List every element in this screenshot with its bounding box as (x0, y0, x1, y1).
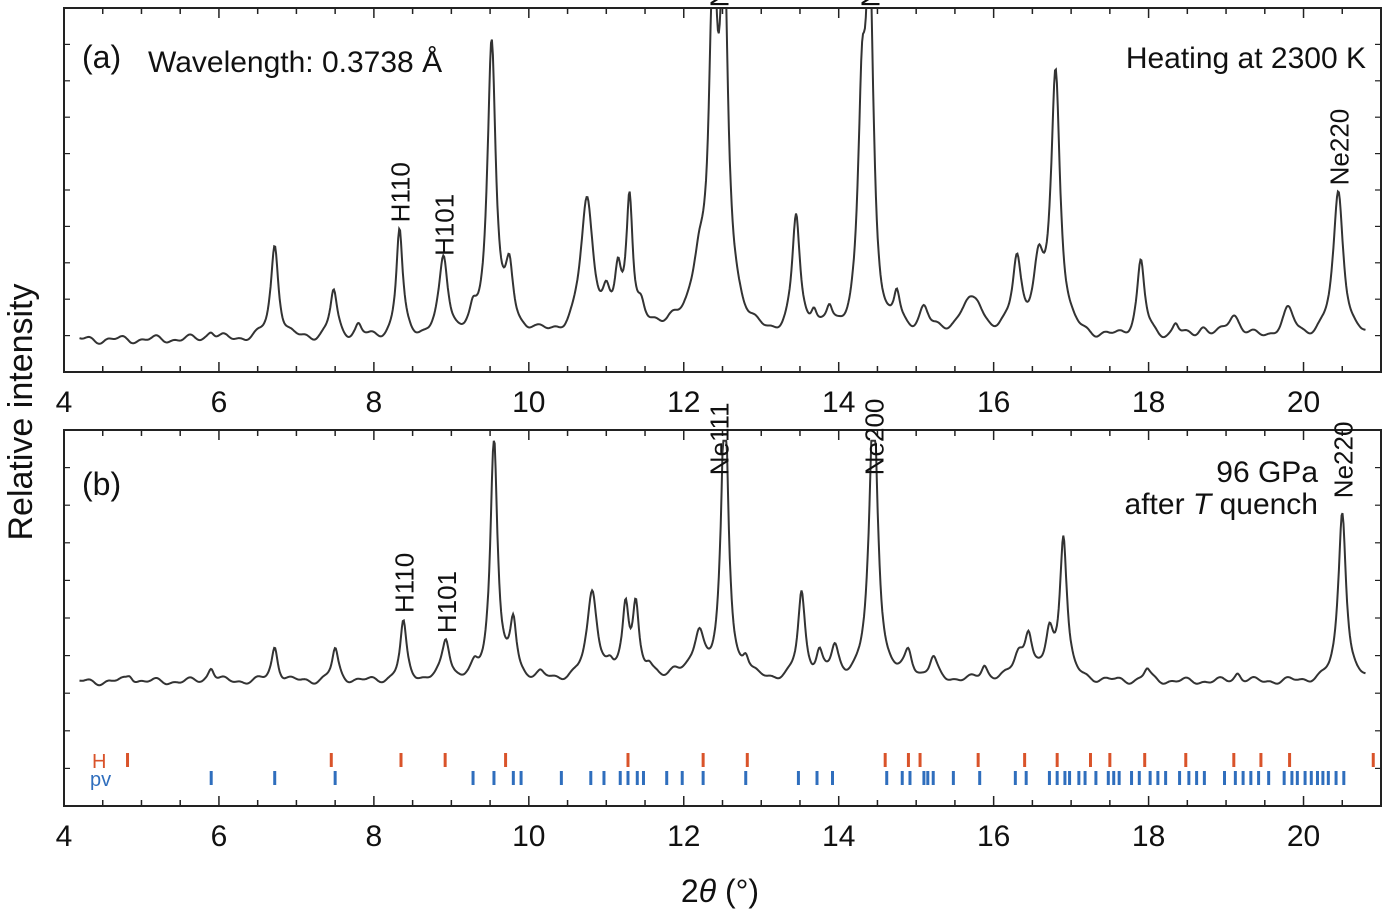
x-tick-label: 8 (366, 386, 383, 419)
peak-annotation: H101 (430, 194, 460, 256)
peak-annotation: H110 (385, 162, 415, 222)
peak-annotation: H101 (432, 571, 462, 633)
peak-annotation: Ne220 (1324, 109, 1354, 186)
panel-label: (b) (82, 466, 121, 502)
peak-annotation: Ne220 (1328, 422, 1358, 499)
wavelength-label: Wavelength: 0.3738 Å (148, 46, 442, 79)
x-axis-label-symbol: θ (699, 873, 717, 909)
x-tick-label: 4 (56, 820, 73, 853)
condition-label: after T quench (1125, 488, 1318, 521)
panel-a-plot: 4 6 8 10 12 14 16 18 20 H110 H101 Ne111 Ne200 Ne220 (a… (56, 0, 1382, 419)
x-tick-label: 18 (1132, 820, 1165, 853)
peak-annotation: Ne200 (856, 0, 886, 7)
x-axis-label-prefix: 2 (681, 873, 699, 909)
x-axis-label: 2θ (°) (681, 873, 759, 909)
tick-row-label: H (92, 751, 106, 773)
x-tick-label: 10 (512, 386, 545, 419)
panel-label: (a) (82, 39, 121, 75)
x-tick-label: 16 (977, 386, 1010, 419)
x-tick-label: 8 (366, 820, 383, 853)
x-tick-label: 20 (1287, 820, 1320, 853)
x-tick-label: 18 (1132, 386, 1165, 419)
x-tick-label: 20 (1287, 386, 1320, 419)
peak-annotation: Ne111 (705, 0, 735, 7)
x-tick-label: 16 (977, 820, 1010, 853)
peak-annotation: Ne200 (860, 399, 890, 476)
x-tick-label: 10 (512, 820, 545, 853)
tick-row-label: pv (90, 769, 111, 791)
peak-annotation: H110 (389, 553, 419, 613)
x-tick-label: 6 (211, 820, 228, 853)
y-axis-label: Relative intensity (2, 283, 40, 540)
x-tick-label: 6 (211, 386, 228, 419)
peak-annotation: Ne111 (705, 402, 735, 475)
x-tick-label: 4 (56, 386, 73, 419)
condition-label-italic: T (1193, 488, 1214, 521)
condition-label-part: after (1125, 488, 1193, 521)
condition-label-part: quench (1211, 488, 1318, 521)
series-line (79, 9, 1366, 345)
condition-label: Heating at 2300 K (1126, 42, 1366, 75)
x-tick-label: 12 (667, 386, 700, 419)
condition-label: 96 GPa (1216, 456, 1318, 489)
x-axis-label-unit: (°) (716, 873, 759, 909)
x-tick-label: 12 (667, 820, 700, 853)
x-tick-label: 14 (822, 386, 855, 419)
x-tick-label: 14 (822, 820, 855, 853)
panel-b-plot: 4 6 8 10 12 14 16 18 20 H110 H101 Ne111 Ne200 Ne220 (b… (56, 399, 1382, 853)
series-line (79, 439, 1366, 687)
